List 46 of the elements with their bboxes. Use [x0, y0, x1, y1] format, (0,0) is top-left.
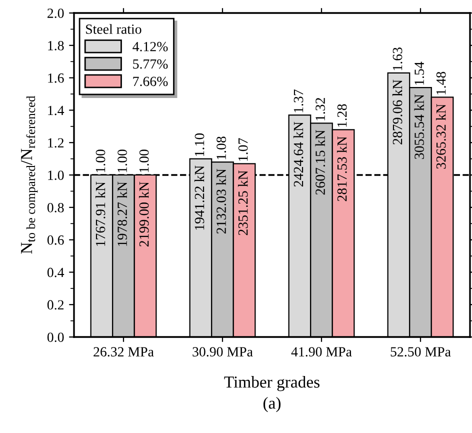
data-label: 1.28: [337, 104, 347, 127]
y-tick-label: 1.6: [48, 73, 64, 83]
data-label: 1.00: [139, 150, 149, 172]
y-tick-label: 1.4: [48, 106, 64, 116]
annotation: 1978.27 kN: [117, 182, 128, 246]
x-tick-label: 30.90 MPa: [192, 347, 253, 357]
y-tick-label: 0.4: [47, 268, 64, 278]
data-label: 1.10: [194, 133, 204, 156]
legend-label: 4.12%: [132, 42, 168, 52]
data-label: 1.00: [96, 150, 106, 172]
annotation: 1941.22 kN: [194, 166, 204, 230]
annotation: 3265.32 kN: [436, 104, 446, 169]
data-label: 1.54: [414, 62, 424, 85]
y-tick-label: 0.8: [47, 202, 64, 212]
data-label: 1.48: [436, 72, 446, 94]
data-label: 1.08: [216, 136, 226, 160]
data-label: 1.00: [118, 150, 128, 172]
y-tick-label: 1.2: [48, 138, 64, 148]
y-tick-label: 0.2: [47, 300, 64, 310]
x-axis-title: Timber grades: [224, 376, 320, 392]
annotation: 3055.54 kN: [414, 94, 424, 159]
annotation: 2817.53 kN: [336, 136, 347, 202]
annotation: 2879.06 kN: [392, 80, 402, 144]
legend-label: 7.66%: [133, 76, 168, 86]
annotation: 2199.00 kN: [138, 182, 149, 246]
legend-title: Steel ratio: [86, 24, 142, 34]
y-axis-title: Nto be compared/Nreferenced: [21, 96, 38, 254]
data-label: 1.63: [392, 48, 402, 70]
y-tick-label: 2.0: [48, 8, 64, 18]
y-tick-label: 1.8: [48, 40, 64, 50]
annotation: 2351.25 kN: [238, 170, 248, 236]
annotation: 2132.03 kN: [216, 168, 226, 234]
data-label: 1.07: [238, 138, 248, 161]
y-tick-label: 0.6: [47, 235, 64, 245]
data-label: 1.37: [294, 90, 304, 112]
y-tick-label: 0.0: [47, 332, 64, 342]
x-tick-label: 52.50 MPa: [390, 347, 451, 357]
text: (a): [263, 397, 281, 412]
annotation: 2607.15 kN: [315, 130, 326, 195]
legend-label: 5.77%: [133, 59, 168, 69]
data-label: 1.32: [316, 98, 326, 120]
y-tick-label: 1.0: [48, 170, 64, 180]
annotation: 2424.64 kN: [293, 122, 304, 187]
x-tick-label: 41.90 MPa: [291, 347, 352, 357]
annotation: 1767.91 kN: [95, 182, 106, 246]
x-tick-label: 26.32 MPa: [94, 347, 154, 357]
